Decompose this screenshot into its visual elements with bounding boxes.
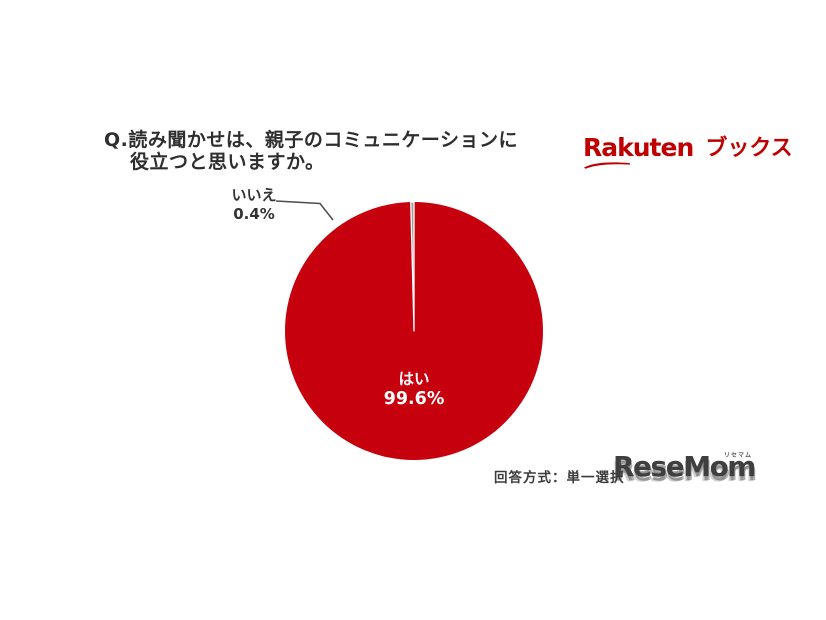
no-slice-name: いいえ bbox=[231, 186, 277, 204]
no-slice-label: いいえ 0.4% bbox=[218, 186, 290, 223]
no-slice-percent: 0.4% bbox=[233, 204, 275, 223]
question-title-line1: Q.読み聞かせは、親子のコミュニケーションに bbox=[104, 129, 518, 151]
resemom-wordmark: ReseMom bbox=[613, 450, 756, 483]
pie-slice-no bbox=[410, 201, 415, 332]
question-title: Q.読み聞かせは、親子のコミュニケーションに 役立つと思いますか。 bbox=[104, 129, 518, 173]
rakuten-books-label: ブックス bbox=[705, 136, 793, 161]
rakuten-books-logo: Rakuten ブックス bbox=[583, 133, 793, 170]
question-title-line2: 役立つと思いますか。 bbox=[130, 151, 325, 173]
resemom-watermark-logo: リセマム ReseMom bbox=[613, 450, 756, 483]
rakuten-wordmark: Rakuten bbox=[583, 133, 694, 169]
resemom-furigana: リセマム bbox=[723, 452, 752, 459]
answer-method-label: 回答方式：単一選択 bbox=[494, 470, 625, 486]
rakuten-underline-swoosh-icon bbox=[584, 162, 630, 169]
yes-slice-name: はい bbox=[398, 370, 430, 388]
yes-slice-percent: 99.6% bbox=[383, 389, 445, 409]
rakuten-wordmark-text: Rakuten bbox=[583, 133, 694, 162]
yes-slice-label: はい 99.6% bbox=[354, 369, 474, 409]
leader-line-no bbox=[275, 200, 334, 221]
